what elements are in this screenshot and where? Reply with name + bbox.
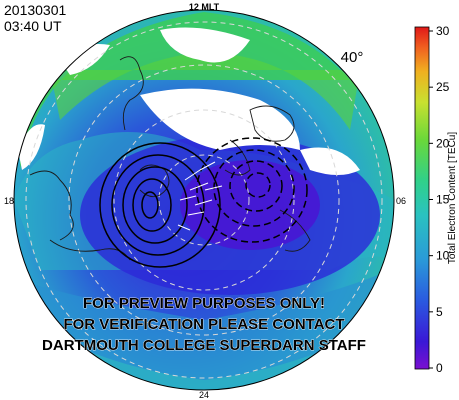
colorbar-ticks: 30 25 20 15 10 5 0 (429, 24, 450, 375)
colorbar: 30 25 20 15 10 5 0 Total Electron Content [TEC… (414, 24, 458, 375)
no-data-patch (160, 27, 250, 63)
mlt-label-bottom: 24 (199, 390, 209, 400)
colorbar-tick-label: 0 (436, 361, 443, 375)
colorbar-tick-label: 15 (436, 193, 450, 207)
no-data-patch (140, 88, 300, 150)
no-data-patch (300, 147, 360, 175)
velocity-vectors (177, 161, 223, 231)
mlt-label-right: 06 (396, 196, 406, 206)
colorbar-tick-label: 25 (436, 80, 450, 94)
convection-dawn-cell (196, 137, 308, 243)
polar-map (14, 10, 394, 390)
very-low-tec-region (180, 160, 320, 250)
map-boundary (13, 9, 395, 391)
convection-dusk-cell (99, 142, 221, 268)
colorbar-tick-label: 10 (436, 249, 450, 263)
colorbar-gradient (414, 26, 430, 370)
date-label: 20130301 (4, 2, 67, 18)
latitude-label: 40° (341, 49, 364, 66)
high-tec-region-inner (50, 52, 360, 130)
watermark-line-1: FOR PREVIEW PURPOSES ONLY! (83, 295, 325, 312)
high-tec-region (20, 12, 394, 170)
colorbar-title: Total Electron Content [TECu] (447, 132, 458, 265)
time-label: 03:40 UT (4, 18, 62, 34)
colorbar-tick-label: 30 (436, 24, 450, 38)
latitude-grid (25, 21, 383, 379)
preview-watermark: FOR PREVIEW PURPOSES ONLY! FOR VERIFICAT… (42, 295, 367, 355)
mlt-label-top: 12 MLT (189, 2, 220, 12)
watermark-line-2: FOR VERIFICATION PLEASE CONTACT (63, 316, 344, 333)
colorbar-tick-label: 20 (436, 136, 450, 150)
mlt-label-left: 18 (4, 196, 14, 206)
watermark-line-3: DARTMOUTH COLLEGE SUPERDARN STAFF (42, 337, 366, 354)
colorbar-tick-label: 5 (436, 305, 443, 319)
